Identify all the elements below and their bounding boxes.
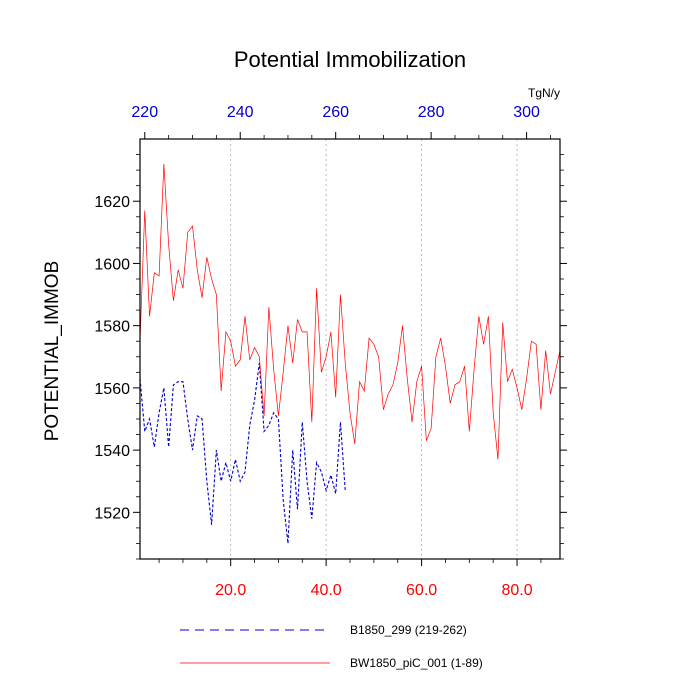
y-tick-label: 1540 [94,443,130,460]
legend: B1850_299 (219-262) BW1850_piC_001 (1-89… [180,623,483,670]
top-tick-label: 280 [418,104,445,121]
y-axis-label: POTENTIAL_IMMOB [42,261,63,442]
units-label: TgN/y [528,86,560,100]
top-tick-label: 240 [227,104,254,121]
y-tick-label: 1600 [94,256,130,273]
axes-layer: 1520 1540 1560 1580 1600 1620 20.0 40.0 60.0 80.0… [94,104,567,599]
series-line-1 [139,163,561,460]
y-tick-label: 1620 [94,194,130,211]
plot-frame [139,138,561,560]
y-tick-label: 1520 [94,505,130,522]
y-tick-label: 1560 [94,381,130,398]
bottom-tick-label: 40.0 [311,582,342,599]
y-tick-label: 1580 [94,319,130,336]
series-line-0 [139,362,346,544]
chart-title: Potential Immobilization [234,47,466,72]
top-tick-label: 220 [131,104,158,121]
bottom-tick-label: 80.0 [501,582,532,599]
bottom-tick-label: 20.0 [215,582,246,599]
top-tick-label: 300 [513,104,540,121]
x-gridlines [230,139,518,559]
legend-label-b1850: B1850_299 (219-262) [350,623,467,637]
bottom-tick-label: 60.0 [406,582,437,599]
top-tick-label: 260 [322,104,349,121]
series-layer [139,163,561,544]
legend-label-bw1850: BW1850_piC_001 (1-89) [350,656,483,670]
